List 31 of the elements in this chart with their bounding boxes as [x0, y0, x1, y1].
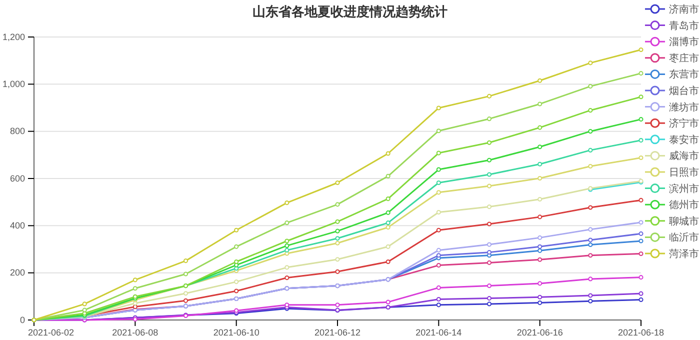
legend-label: 枣庄市 [669, 52, 699, 64]
legend-label: 日照市 [669, 166, 699, 178]
x-tick-label: 2021-06-16 [516, 327, 563, 338]
legend-label: 济南市 [669, 4, 699, 16]
x-tick-label: 2021-06-12 [314, 327, 361, 338]
legend-label: 东营市 [669, 68, 699, 81]
x-tick-label: 2021-06-10 [213, 327, 260, 338]
legend-label: 威海市 [669, 150, 699, 162]
x-tick-label: 2021-06-02 [28, 327, 74, 338]
legend-label: 菏泽市 [669, 248, 699, 260]
legend-label: 烟台市 [669, 85, 699, 97]
legend-label: 淄博市 [669, 36, 699, 48]
y-tick-label: 400 [10, 220, 25, 231]
y-tick-label: 600 [10, 173, 25, 184]
legend-label: 聊城市 [669, 215, 699, 228]
chart-title: 山东省各地夏收进度情况趋势统计 [252, 4, 448, 20]
legend-label: 临沂市 [669, 232, 699, 244]
legend-label: 济宁市 [669, 118, 699, 130]
y-tick-label: 0 [20, 314, 25, 325]
x-tick-label: 2021-06-18 [618, 327, 664, 338]
y-tick-label: 800 [10, 126, 25, 136]
x-tick-label: 2021-06-14 [416, 327, 462, 338]
legend-label: 青岛市 [669, 20, 699, 32]
y-tick-label: 200 [10, 268, 25, 278]
legend-label: 德州市 [669, 199, 699, 212]
legend-label: 泰安市 [669, 134, 699, 146]
y-tick-label: 1,200 [2, 32, 25, 42]
x-tick-label: 2021-06-08 [112, 327, 158, 338]
legend-label: 潍坊市 [669, 101, 699, 114]
legend-label: 滨州市 [669, 182, 699, 195]
y-tick-label: 1,000 [2, 79, 25, 90]
